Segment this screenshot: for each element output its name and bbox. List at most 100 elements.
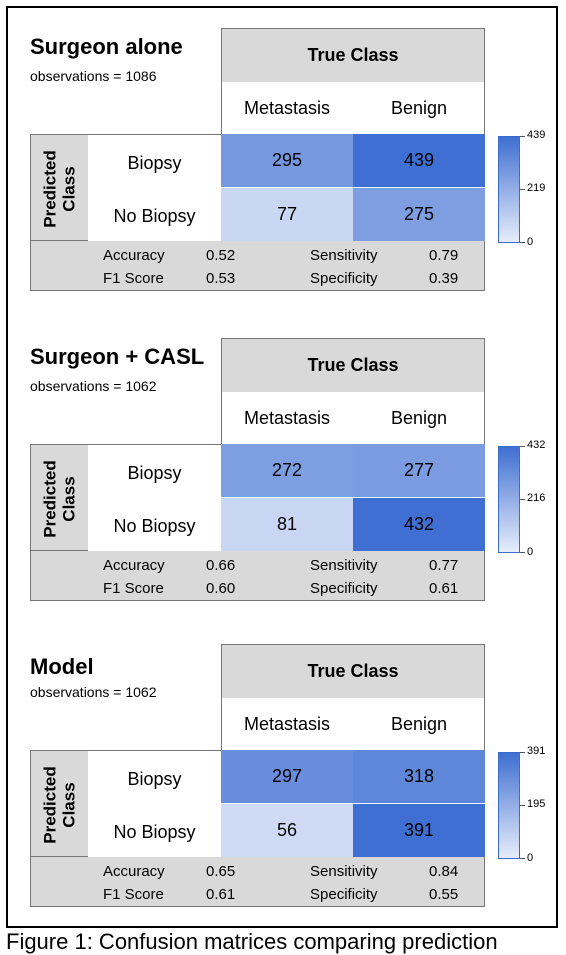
colorbar-tick bbox=[520, 805, 525, 806]
true-class-header: True Class bbox=[221, 338, 485, 392]
true-class-label: True Class bbox=[307, 355, 399, 375]
figure-frame: Surgeon alone observations = 1086 True C… bbox=[6, 6, 558, 928]
specificity-label: Specificity bbox=[310, 270, 378, 287]
sensitivity-value: 0.79 bbox=[429, 247, 459, 264]
panel-model: Model observations = 1062 True Class Met… bbox=[8, 624, 560, 924]
accuracy-value: 0.66 bbox=[206, 557, 236, 574]
matrix-cell-nobiopsy-benign: 275 bbox=[353, 188, 485, 241]
row-label-no-biopsy: No Biopsy bbox=[113, 206, 196, 226]
matrix-cell-nobiopsy-benign: 391 bbox=[353, 804, 485, 857]
true-class-header: True Class bbox=[221, 644, 485, 698]
observations-count: observations = 1086 bbox=[30, 68, 157, 84]
predicted-class-label: Predicted Class bbox=[41, 459, 80, 538]
column-header-benign: Benign bbox=[390, 408, 448, 428]
accuracy-label: Accuracy bbox=[103, 247, 165, 264]
colorbar-tick bbox=[520, 446, 525, 447]
observations-count: observations = 1062 bbox=[30, 378, 157, 394]
colorbar-tick-min: 0 bbox=[527, 236, 534, 248]
accuracy-value: 0.52 bbox=[206, 247, 236, 264]
specificity-value: 0.55 bbox=[429, 886, 459, 903]
colorbar bbox=[498, 136, 520, 243]
colorbar-tick-mid: 195 bbox=[527, 798, 546, 810]
row-label-area bbox=[88, 134, 221, 241]
sensitivity-value: 0.84 bbox=[429, 863, 459, 880]
matrix-cell-biopsy-benign: 277 bbox=[353, 444, 485, 497]
specificity-label: Specificity bbox=[310, 886, 378, 903]
accuracy-label: Accuracy bbox=[103, 863, 165, 880]
f1-label: F1 Score bbox=[103, 270, 164, 287]
predicted-class-label: Predicted Class bbox=[41, 765, 80, 844]
row-label-biopsy: Biopsy bbox=[127, 769, 182, 789]
f1-label: F1 Score bbox=[103, 580, 164, 597]
column-header-band bbox=[221, 82, 485, 134]
matrix-cell-nobiopsy-metastasis: 77 bbox=[221, 188, 353, 241]
colorbar-tick bbox=[520, 858, 525, 859]
matrix-cell-biopsy-benign: 439 bbox=[353, 134, 485, 187]
specificity-value: 0.39 bbox=[429, 270, 459, 287]
figure-caption: Figure 1: Confusion matrices comparing p… bbox=[6, 929, 498, 954]
colorbar-tick-min: 0 bbox=[527, 852, 534, 864]
row-label-no-biopsy: No Biopsy bbox=[113, 516, 196, 536]
colorbar-tick bbox=[520, 136, 525, 137]
row-label-area bbox=[88, 750, 221, 857]
colorbar-tick bbox=[520, 189, 525, 190]
predicted-class-label: Predicted Class bbox=[41, 149, 80, 228]
matrix-cell-nobiopsy-metastasis: 56 bbox=[221, 804, 353, 857]
panel-surgeon-casl: Surgeon + CASL observations = 1062 True … bbox=[8, 318, 560, 618]
metrics-band: Accuracy 0.66 Sensitivity 0.77 F1 Score … bbox=[30, 551, 485, 601]
panel-surgeon-alone: Surgeon alone observations = 1086 True C… bbox=[8, 8, 560, 308]
row-label-biopsy: Biopsy bbox=[127, 463, 182, 483]
colorbar-tick bbox=[520, 499, 525, 500]
sensitivity-value: 0.77 bbox=[429, 557, 459, 574]
sensitivity-label: Sensitivity bbox=[310, 557, 378, 574]
column-header-benign: Benign bbox=[390, 714, 448, 734]
f1-value: 0.53 bbox=[206, 270, 236, 287]
colorbar-tick-max: 439 bbox=[527, 129, 546, 141]
colorbar-tick-mid: 216 bbox=[527, 492, 546, 504]
specificity-value: 0.61 bbox=[429, 580, 459, 597]
matrix-cell-biopsy-benign: 318 bbox=[353, 750, 485, 803]
observations-count: observations = 1062 bbox=[30, 684, 157, 700]
colorbar-tick bbox=[520, 552, 525, 553]
column-header-band bbox=[221, 698, 485, 750]
row-label-no-biopsy: No Biopsy bbox=[113, 822, 196, 842]
colorbar-tick-mid: 219 bbox=[527, 182, 546, 194]
f1-value: 0.60 bbox=[206, 580, 236, 597]
predicted-class-box: Predicted Class bbox=[30, 134, 88, 241]
row-label-biopsy: Biopsy bbox=[127, 153, 182, 173]
true-class-label: True Class bbox=[307, 45, 399, 65]
colorbar-tick-min: 0 bbox=[527, 546, 534, 558]
matrix-cell-biopsy-metastasis: 297 bbox=[221, 750, 353, 803]
matrix-cell-biopsy-metastasis: 272 bbox=[221, 444, 353, 497]
column-header-metastasis: Metastasis bbox=[243, 408, 331, 428]
column-header-band bbox=[221, 392, 485, 444]
colorbar bbox=[498, 752, 520, 859]
panel-title: Model bbox=[30, 654, 94, 679]
column-header-metastasis: Metastasis bbox=[243, 98, 331, 118]
f1-label: F1 Score bbox=[103, 886, 164, 903]
matrix-cell-nobiopsy-benign: 432 bbox=[353, 498, 485, 551]
specificity-label: Specificity bbox=[310, 580, 378, 597]
colorbar-tick-max: 391 bbox=[527, 745, 546, 757]
true-class-header: True Class bbox=[221, 28, 485, 82]
predicted-class-box: Predicted Class bbox=[30, 444, 88, 551]
panel-title: Surgeon + CASL bbox=[30, 344, 205, 369]
panel-title: Surgeon alone bbox=[30, 34, 183, 59]
colorbar-tick-max: 432 bbox=[527, 439, 546, 451]
colorbar-tick bbox=[520, 752, 525, 753]
row-label-area bbox=[88, 444, 221, 551]
sensitivity-label: Sensitivity bbox=[310, 247, 378, 264]
column-header-metastasis: Metastasis bbox=[243, 714, 331, 734]
sensitivity-label: Sensitivity bbox=[310, 863, 378, 880]
column-header-benign: Benign bbox=[390, 98, 448, 118]
accuracy-value: 0.65 bbox=[206, 863, 236, 880]
colorbar bbox=[498, 446, 520, 553]
metrics-band: Accuracy 0.52 Sensitivity 0.79 F1 Score … bbox=[30, 241, 485, 291]
colorbar-tick bbox=[520, 242, 525, 243]
predicted-class-box: Predicted Class bbox=[30, 750, 88, 857]
matrix-cell-biopsy-metastasis: 295 bbox=[221, 134, 353, 187]
true-class-label: True Class bbox=[307, 661, 399, 681]
accuracy-label: Accuracy bbox=[103, 557, 165, 574]
metrics-band: Accuracy 0.65 Sensitivity 0.84 F1 Score … bbox=[30, 857, 485, 907]
f1-value: 0.61 bbox=[206, 886, 236, 903]
